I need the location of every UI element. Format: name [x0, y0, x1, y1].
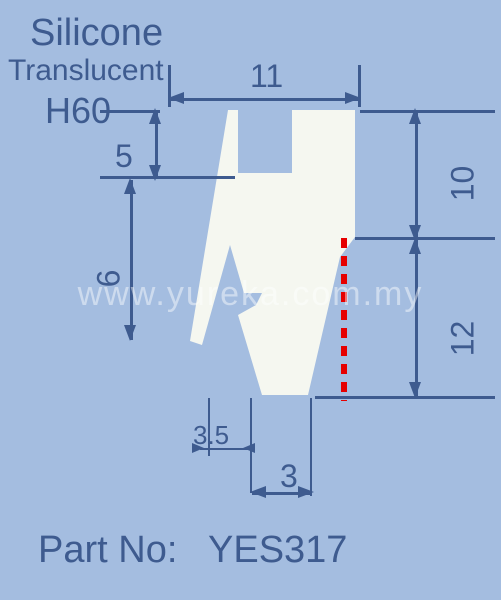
dim-upper-height: 10 [444, 166, 481, 202]
ext-line [355, 237, 495, 240]
dimline-top [170, 98, 360, 101]
arrow [124, 325, 136, 341]
arrow [243, 443, 255, 453]
dim-width-top: 11 [250, 58, 283, 95]
ext-line [358, 65, 361, 107]
ext-line [310, 398, 312, 496]
ext-line [100, 110, 160, 113]
ext-line [250, 398, 252, 493]
dim-lower-height: 12 [444, 321, 481, 357]
profile-shape [160, 105, 365, 400]
dimline-6 [130, 180, 133, 340]
part-no-label: Part No: [38, 529, 177, 572]
dim-bottom-width: 3 [280, 458, 298, 495]
dimline-12 [415, 240, 418, 397]
accent-dotted-line [341, 238, 347, 401]
finish-label: Translucent [8, 54, 164, 88]
ext-line [100, 176, 235, 179]
dim-slot-height: 5 [115, 138, 133, 175]
ext-line [360, 110, 495, 113]
arrow [409, 238, 421, 254]
watermark: www.yureka.com.my [0, 275, 501, 314]
ext-line [208, 398, 210, 456]
arrow [250, 486, 266, 498]
ext-line [168, 65, 171, 107]
dimline-10 [415, 110, 418, 238]
material-label: Silicone [30, 12, 163, 55]
ext-line [315, 396, 495, 399]
part-no-value: YES317 [208, 529, 347, 572]
arrow [192, 443, 204, 453]
arrow [124, 178, 136, 194]
